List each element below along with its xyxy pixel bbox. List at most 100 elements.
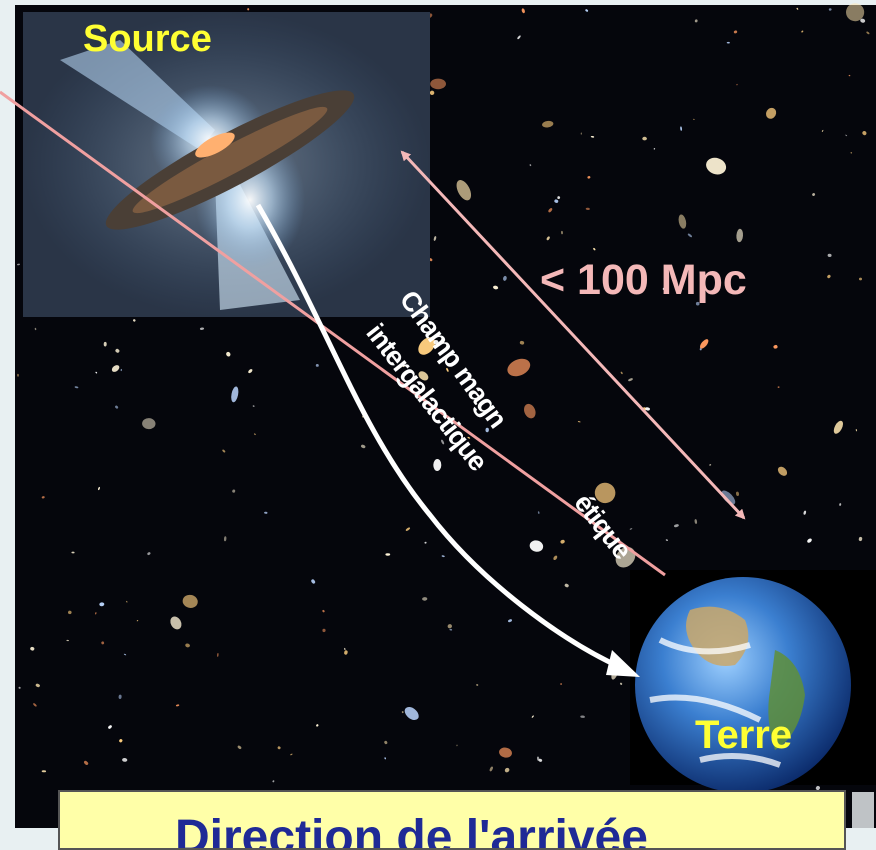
galaxy [542,120,554,128]
star [553,555,558,561]
galaxy [777,466,788,476]
star [807,538,812,543]
star [401,711,404,714]
star [694,519,698,524]
star [99,602,105,607]
star [447,624,452,629]
star [344,647,346,651]
star [845,134,848,137]
star [456,744,458,747]
star [560,683,563,685]
star [108,725,112,729]
star [41,770,47,773]
galaxy [170,616,182,630]
star [736,83,738,86]
star [821,129,824,132]
star [226,351,231,357]
star [34,327,37,331]
star [35,683,40,688]
star [673,524,679,528]
star [862,130,867,136]
star [839,503,842,506]
star [733,30,738,34]
star [252,405,255,407]
star [136,620,139,622]
source-label: Source [83,18,212,60]
star [223,536,227,542]
diagram-canvas [0,3,876,828]
star [68,610,72,615]
star [536,756,540,761]
star [642,136,647,141]
star [277,746,281,750]
star [18,686,21,689]
star [384,757,387,760]
star [361,444,366,449]
star [580,132,582,135]
star [441,555,445,558]
star [590,135,595,138]
star [95,371,98,374]
star [812,193,816,196]
star [827,274,831,279]
earth-image [630,570,876,793]
star [858,536,863,542]
star [866,31,870,35]
star [693,118,695,121]
star [322,609,325,613]
galaxy [231,386,239,403]
star [101,641,105,645]
star [424,541,427,544]
distance-arrow [400,150,746,520]
galaxy [142,418,156,430]
star [538,758,543,762]
star [476,684,479,686]
galaxy [529,540,544,552]
star [773,344,778,349]
star [653,148,656,150]
star [254,433,256,436]
star [694,19,698,23]
earth-label: Terre [695,713,793,757]
star [315,363,319,367]
star [272,780,275,783]
star [322,628,326,633]
star [564,583,569,588]
star [237,745,242,750]
star [508,619,512,623]
star [619,682,623,685]
star [344,650,348,655]
star [665,539,669,541]
galaxy [615,546,636,568]
star [17,373,19,377]
star [147,552,151,556]
star [290,753,293,756]
galaxy [833,420,844,434]
star [17,263,20,266]
star [30,646,35,651]
star [405,527,411,531]
star [850,152,853,154]
star [248,369,253,374]
star [71,551,75,554]
distance-label: < 100 Mpc [540,256,747,304]
star [828,8,832,11]
star [33,703,37,707]
star [118,694,122,699]
star [74,386,79,389]
star [199,327,205,330]
galaxy [404,706,419,721]
star [115,348,120,353]
source-image [23,12,430,317]
star [859,277,862,281]
star [504,767,510,773]
star [232,489,236,493]
star [796,7,799,10]
galaxy [182,594,198,608]
star [66,639,70,642]
star [855,429,858,432]
scrollbar-stub[interactable] [852,792,874,828]
star [580,715,585,718]
star [803,510,807,515]
star [801,30,804,33]
